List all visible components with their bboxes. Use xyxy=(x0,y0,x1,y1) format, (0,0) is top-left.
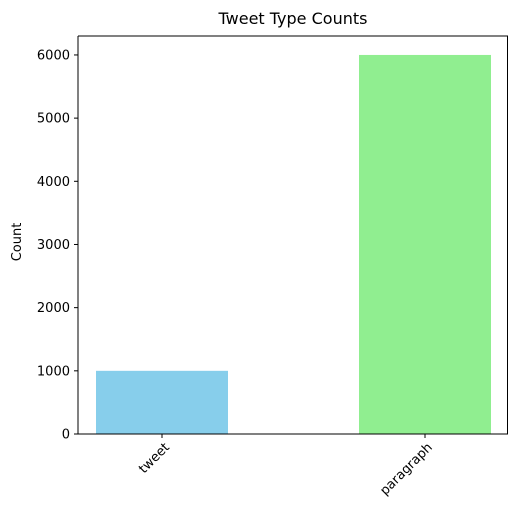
bar-tweet xyxy=(96,370,228,434)
y-tick-label-3000: 3000 xyxy=(37,238,70,253)
y-axis-ticks: 0 1000 2000 3000 4000 5000 6000 xyxy=(37,48,78,443)
bar-paragraph xyxy=(359,54,491,434)
bars-group xyxy=(96,54,491,434)
x-axis-ticks: tweet paragraph xyxy=(136,434,436,499)
y-tick-label-4000: 4000 xyxy=(37,175,70,190)
x-tick-label-paragraph: paragraph xyxy=(377,440,435,498)
y-tick-label-6000: 6000 xyxy=(37,48,70,63)
chart-title: Tweet Type Counts xyxy=(218,9,368,28)
y-tick-label-5000: 5000 xyxy=(37,112,70,127)
y-tick-label-1000: 1000 xyxy=(37,364,70,379)
y-tick-label-2000: 2000 xyxy=(37,301,70,316)
y-axis-label: Count xyxy=(10,223,25,262)
y-tick-label-0: 0 xyxy=(62,428,70,443)
x-tick-label-tweet: tweet xyxy=(136,440,173,477)
